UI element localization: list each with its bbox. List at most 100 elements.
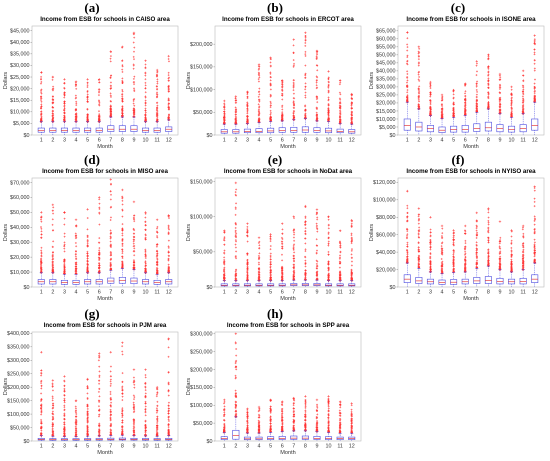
outlier-point <box>40 246 43 249</box>
month-box <box>278 222 286 287</box>
month-box <box>49 203 57 287</box>
box-iqr <box>278 127 286 133</box>
outlier-point <box>418 250 421 253</box>
outlier-point <box>406 56 409 59</box>
month-box <box>267 56 275 135</box>
x-tick-label: 7 <box>292 138 295 144</box>
outlier-point <box>74 83 77 86</box>
outlier-point <box>304 250 307 253</box>
y-tick-label: $30,000 <box>10 63 30 69</box>
outlier-point <box>246 266 249 269</box>
outlier-point <box>304 85 307 88</box>
outlier-point <box>475 70 478 73</box>
outlier-point <box>406 79 409 82</box>
outlier-point <box>418 217 421 220</box>
outlier-point <box>40 266 43 269</box>
outlier-point <box>487 57 490 60</box>
outlier-point <box>452 107 455 110</box>
outlier-point <box>292 84 295 87</box>
outlier-point <box>156 270 159 273</box>
outlier-point <box>235 232 238 235</box>
outlier-max-point <box>155 218 159 222</box>
month-box <box>142 211 150 287</box>
outlier-point <box>132 50 135 53</box>
y-tick-label: $40,000 <box>10 40 30 46</box>
outlier-point <box>281 232 284 235</box>
outlier-point <box>86 240 89 243</box>
x-tick-label: 2 <box>234 138 237 144</box>
outlier-max-point <box>533 34 536 37</box>
outlier-point <box>86 260 89 263</box>
y-tick-label: $60,000 <box>376 232 396 238</box>
outlier-point <box>452 258 455 261</box>
outlier-point <box>246 93 249 96</box>
outlier-point <box>452 268 455 271</box>
outlier-point <box>74 241 77 244</box>
outlier-point <box>133 250 136 253</box>
outlier-point <box>121 114 124 117</box>
month-box <box>508 85 516 135</box>
outlier-point <box>406 94 409 97</box>
outlier-point <box>533 94 536 97</box>
outlier-point <box>510 115 513 118</box>
outlier-point <box>258 93 261 96</box>
outlier-point <box>269 64 272 67</box>
outlier-point <box>63 112 66 115</box>
outlier-point <box>257 261 260 264</box>
outlier-point <box>121 59 124 62</box>
box-plot: Income from ESB for schools in NYISO are… <box>369 168 545 302</box>
month-box <box>531 185 539 287</box>
outlier-max-point <box>86 78 89 81</box>
outlier-point <box>304 224 307 227</box>
outlier-point <box>522 92 525 95</box>
outlier-point <box>292 100 295 103</box>
outlier-point <box>246 258 249 261</box>
outlier-max-point <box>406 31 409 34</box>
outlier-point <box>223 114 226 117</box>
outlier-point <box>429 228 432 231</box>
outlier-point <box>315 79 318 82</box>
outlier-point <box>350 249 353 252</box>
outlier-point <box>350 234 353 237</box>
outlier-point <box>406 99 409 102</box>
outlier-point <box>315 251 318 254</box>
box-iqr <box>255 128 263 134</box>
outlier-point <box>452 236 455 239</box>
y-tick-label: $5,000 <box>13 121 30 127</box>
outlier-max-point <box>40 71 43 74</box>
outlier-point <box>223 239 226 242</box>
outlier-point <box>51 110 54 113</box>
outlier-point <box>293 107 296 110</box>
outlier-point <box>464 84 467 87</box>
x-tick-label: 11 <box>520 138 526 144</box>
outlier-point <box>144 234 147 237</box>
y-tick-label: $60,000 <box>10 195 30 201</box>
x-tick-label: 10 <box>509 138 515 144</box>
outlier-point <box>235 257 238 260</box>
x-tick-label: 8 <box>121 138 124 144</box>
month-box <box>165 54 173 135</box>
outlier-point <box>487 102 490 105</box>
outlier-point <box>121 255 124 258</box>
outlier-point <box>281 85 284 88</box>
x-tick-label: 7 <box>109 138 112 144</box>
outlier-point <box>463 105 466 108</box>
month-box <box>336 79 344 135</box>
y-tick-label: $45,000 <box>376 61 396 67</box>
outlier-point <box>234 207 237 210</box>
outlier-point <box>499 76 502 79</box>
x-tick-label: 2 <box>417 290 420 296</box>
outlier-point <box>510 230 513 233</box>
panel-letter: (d) <box>84 152 100 167</box>
outlier-point <box>86 266 89 269</box>
outlier-point <box>63 241 66 244</box>
month-box <box>313 49 321 135</box>
x-tick-label: 6 <box>464 290 467 296</box>
outlier-point <box>63 93 66 96</box>
outlier-max-point <box>51 203 55 207</box>
outlier-point <box>40 226 43 229</box>
outlier-point <box>293 110 296 113</box>
outlier-point <box>269 88 272 91</box>
outlier-point <box>269 279 272 282</box>
outlier-point <box>155 245 158 248</box>
